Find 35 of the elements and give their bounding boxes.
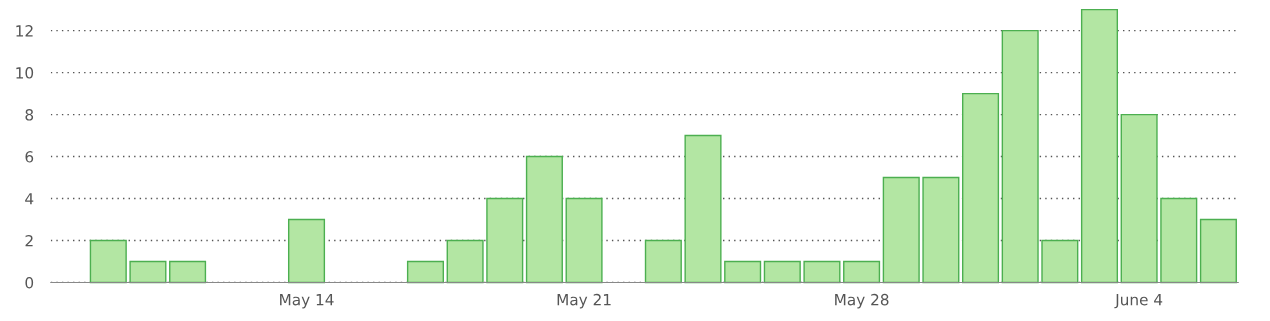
bar	[922, 176, 960, 284]
bar	[644, 239, 682, 284]
y-tick-label: 12	[16, 25, 33, 37]
bar	[724, 260, 762, 284]
y-tick-label: 8	[25, 109, 34, 121]
bar	[803, 260, 841, 284]
y-tick-label: 0	[25, 276, 34, 289]
x-tick-label: May 28	[835, 293, 889, 309]
x-tick-label: May 14	[280, 294, 334, 309]
y-tick-label: 4	[25, 193, 34, 205]
bar	[1160, 197, 1198, 284]
bar	[406, 260, 445, 284]
bar	[565, 197, 603, 284]
bar	[1120, 113, 1158, 284]
x-tick-label: June 4	[1114, 294, 1163, 309]
x-tick-label: May 21	[557, 293, 611, 309]
bar	[1080, 8, 1119, 284]
bar	[763, 260, 801, 284]
bar	[89, 239, 127, 284]
bar	[1041, 239, 1079, 284]
bar	[287, 218, 326, 284]
bar	[129, 260, 167, 284]
y-tick-label: 10	[16, 67, 34, 79]
bar	[525, 155, 563, 284]
bar	[486, 197, 524, 284]
bar	[882, 176, 920, 284]
y-tick-label: 2	[25, 234, 33, 247]
bar	[446, 239, 484, 284]
bar	[684, 134, 722, 284]
bar	[843, 260, 881, 284]
bar	[169, 260, 207, 284]
bar	[962, 92, 1000, 284]
bar	[1199, 218, 1237, 284]
y-tick-label: 6	[25, 151, 34, 163]
bar	[1001, 29, 1039, 284]
